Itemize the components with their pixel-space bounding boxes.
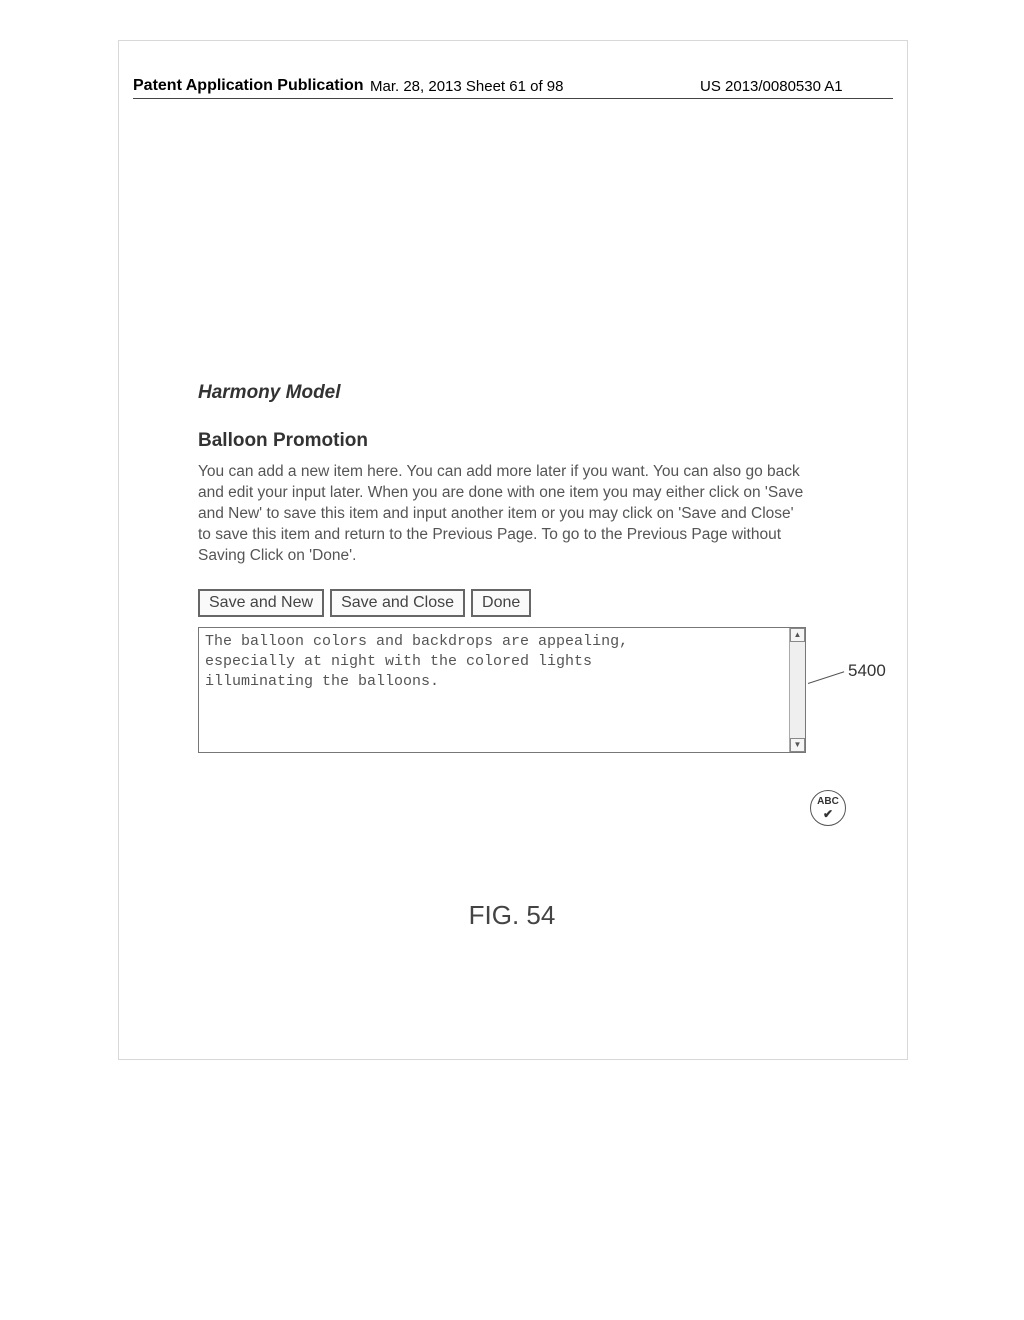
check-icon: ✔	[823, 808, 833, 820]
save-and-close-button[interactable]: Save and Close	[330, 589, 465, 617]
item-textarea[interactable]: The balloon colors and backdrops are app…	[198, 627, 806, 753]
instructions-text: You can add a new item here. You can add…	[198, 462, 808, 567]
header-date-sheet: Mar. 28, 2013 Sheet 61 of 98	[370, 78, 563, 95]
header-publication: Patent Application Publication	[133, 77, 364, 95]
scroll-track[interactable]	[790, 642, 805, 738]
save-and-new-button[interactable]: Save and New	[198, 589, 324, 617]
scroll-up-icon[interactable]: ▲	[790, 628, 805, 642]
reference-number: 5400	[848, 661, 886, 681]
figure-label: FIG. 54	[0, 900, 1024, 931]
textarea-content[interactable]: The balloon colors and backdrops are app…	[199, 628, 789, 752]
button-row: Save and New Save and Close Done	[198, 589, 838, 617]
model-title: Harmony Model	[198, 382, 838, 404]
header-patent-number: US 2013/0080530 A1	[700, 78, 843, 95]
spellcheck-icon[interactable]: ABC ✔	[810, 790, 846, 826]
section-title: Balloon Promotion	[198, 430, 838, 452]
main-content: Harmony Model Balloon Promotion You can …	[198, 382, 838, 753]
spellcheck-label: ABC	[817, 797, 839, 807]
scroll-down-icon[interactable]: ▼	[790, 738, 805, 752]
done-button[interactable]: Done	[471, 589, 531, 617]
textarea-scrollbar[interactable]: ▲ ▼	[789, 628, 805, 752]
header-rule	[133, 98, 893, 99]
